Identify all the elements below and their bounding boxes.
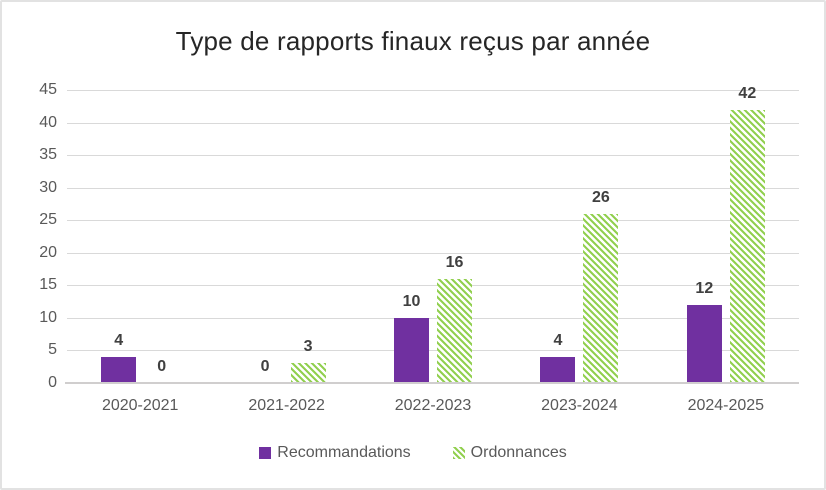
x-axis: 2020-2021 2021-2022 2022-2023 2023-2024 2024… <box>67 397 799 415</box>
x-tick-label: 2023-2024 <box>541 397 618 414</box>
data-label: 0 <box>260 358 270 375</box>
bar-recommandations-2022-2023: 10 <box>394 293 430 383</box>
gridline <box>67 187 799 189</box>
gridline <box>67 285 799 287</box>
bar-groups: 4 0 0 3 10 16 4 26 12 42 <box>67 85 799 383</box>
legend: Recommandations Ordonnances <box>2 445 824 461</box>
x-tick-label: 2022-2023 <box>394 397 472 414</box>
gridline <box>67 350 799 352</box>
legend-label: Recommandations <box>277 444 411 461</box>
y-tick-label: 5 <box>48 341 57 359</box>
x-tick-label: 2021-2022 <box>248 397 325 414</box>
bar-fill <box>437 278 473 383</box>
data-label: 0 <box>157 358 167 375</box>
bar-fill <box>686 304 722 383</box>
y-tick-label: 25 <box>39 211 57 229</box>
y-tick-label: 35 <box>39 146 57 164</box>
bar-group-2024-2025: 12 42 <box>653 85 799 383</box>
legend-item-ordonnances: Ordonnances <box>452 444 567 461</box>
y-tick-label: 10 <box>39 308 57 326</box>
bar-ordonnances-2024-2025: 42 <box>729 85 765 383</box>
legend-label: Ordonnances <box>470 444 567 461</box>
y-tick-label: 15 <box>39 276 57 294</box>
bar-fill <box>583 213 619 383</box>
gridline <box>67 122 799 124</box>
y-tick-label: 30 <box>39 178 57 196</box>
y-tick-label: 45 <box>39 81 57 98</box>
bar-ordonnances-2023-2024: 26 <box>583 189 619 383</box>
y-axis: 0 5 10 15 20 25 30 35 40 45 <box>2 82 57 391</box>
x-axis-line <box>65 382 799 384</box>
gridline <box>67 220 799 222</box>
data-label: 16 <box>445 253 464 271</box>
data-label: 26 <box>592 188 610 206</box>
bar-fill <box>394 317 430 383</box>
x-tick-label: 2020-2021 <box>101 397 179 414</box>
bar-recommandations-2024-2025: 12 <box>686 280 722 383</box>
data-label: 4 <box>553 331 563 349</box>
gridline <box>67 317 799 319</box>
recommandations-swatch-icon <box>259 447 272 459</box>
bar-recommandations-2023-2024: 4 <box>540 332 576 383</box>
plot-area: 4 0 0 3 10 16 4 26 12 42 <box>65 85 799 384</box>
bar-ordonnances-2021-2022: 3 <box>290 339 326 383</box>
y-tick-label: 40 <box>39 113 57 131</box>
data-label: 12 <box>695 279 714 297</box>
data-label: 42 <box>738 84 757 102</box>
bar-fill <box>290 363 326 383</box>
legend-item-recommandations: Recommandations <box>259 444 411 461</box>
bar-group-2022-2023: 10 16 <box>360 90 506 383</box>
chart-title: Type de rapports finaux reçus par année <box>175 26 651 56</box>
gridline <box>67 252 799 254</box>
gridline <box>67 155 799 157</box>
bar-fill <box>540 356 576 383</box>
gridline <box>67 90 799 91</box>
ordonnances-swatch-icon <box>452 447 465 459</box>
data-label: 4 <box>114 331 124 349</box>
y-tick-label: 20 <box>39 243 57 261</box>
data-label: 10 <box>402 292 421 310</box>
bar-group-2023-2024: 4 26 <box>506 90 652 383</box>
bar-ordonnances-2022-2023: 16 <box>437 254 473 383</box>
bar-fill <box>729 109 765 383</box>
y-tick-label: 0 <box>48 374 57 391</box>
bar-recommandations-2020-2021: 4 <box>101 332 137 383</box>
data-label: 3 <box>303 338 313 356</box>
bar-fill <box>101 356 137 383</box>
x-tick-label: 2024-2025 <box>687 397 765 414</box>
